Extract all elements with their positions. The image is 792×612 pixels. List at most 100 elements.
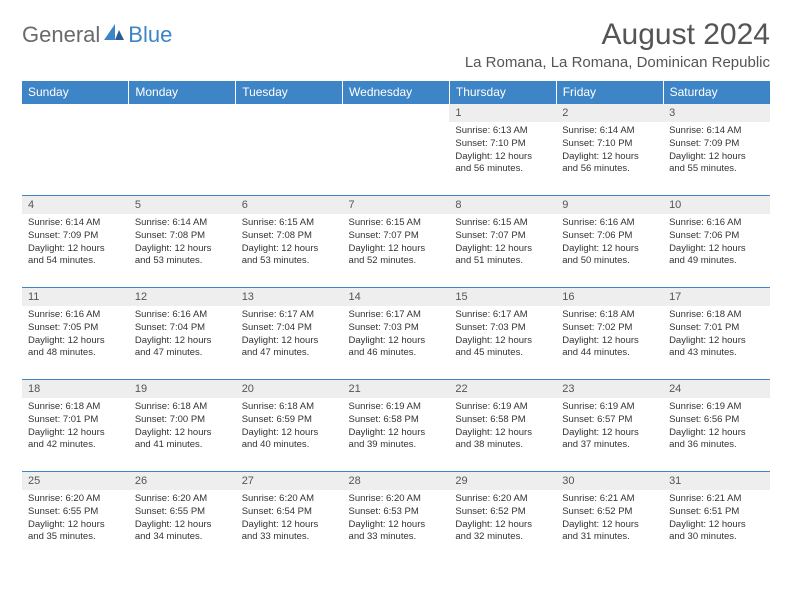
sunset-text: Sunset: 7:06 PM — [562, 230, 657, 243]
day-content: Sunrise: 6:19 AMSunset: 6:58 PMDaylight:… — [449, 398, 556, 456]
day-number: 30 — [556, 472, 663, 490]
sunset-text: Sunset: 7:03 PM — [455, 322, 550, 335]
day-header: Thursday — [449, 81, 556, 104]
daylight-text: Daylight: 12 hours and 52 minutes. — [349, 243, 444, 269]
sunrise-text: Sunrise: 6:14 AM — [135, 217, 230, 230]
calendar-week-row: 18Sunrise: 6:18 AMSunset: 7:01 PMDayligh… — [22, 380, 770, 472]
day-number: 25 — [22, 472, 129, 490]
sunset-text: Sunset: 6:56 PM — [669, 414, 764, 427]
day-number: 20 — [236, 380, 343, 398]
calendar-day-cell: 25Sunrise: 6:20 AMSunset: 6:55 PMDayligh… — [22, 472, 129, 564]
title-block: August 2024 La Romana, La Romana, Domini… — [465, 18, 770, 71]
day-content: Sunrise: 6:20 AMSunset: 6:55 PMDaylight:… — [129, 490, 236, 548]
sunrise-text: Sunrise: 6:21 AM — [669, 493, 764, 506]
calendar-day-cell: 13Sunrise: 6:17 AMSunset: 7:04 PMDayligh… — [236, 288, 343, 380]
day-number: 22 — [449, 380, 556, 398]
day-number: 24 — [663, 380, 770, 398]
sunset-text: Sunset: 7:01 PM — [669, 322, 764, 335]
calendar-day-cell: 10Sunrise: 6:16 AMSunset: 7:06 PMDayligh… — [663, 196, 770, 288]
sunrise-text: Sunrise: 6:15 AM — [349, 217, 444, 230]
day-content: Sunrise: 6:16 AMSunset: 7:06 PMDaylight:… — [556, 214, 663, 272]
daylight-text: Daylight: 12 hours and 36 minutes. — [669, 427, 764, 453]
day-content: Sunrise: 6:16 AMSunset: 7:05 PMDaylight:… — [22, 306, 129, 364]
calendar-day-cell: 22Sunrise: 6:19 AMSunset: 6:58 PMDayligh… — [449, 380, 556, 472]
brand-mark-icon — [104, 24, 126, 47]
day-content: Sunrise: 6:20 AMSunset: 6:52 PMDaylight:… — [449, 490, 556, 548]
calendar-day-cell: 3Sunrise: 6:14 AMSunset: 7:09 PMDaylight… — [663, 104, 770, 196]
day-number: 13 — [236, 288, 343, 306]
daylight-text: Daylight: 12 hours and 35 minutes. — [28, 519, 123, 545]
day-content: Sunrise: 6:15 AMSunset: 7:07 PMDaylight:… — [343, 214, 450, 272]
day-number: 6 — [236, 196, 343, 214]
sunrise-text: Sunrise: 6:20 AM — [28, 493, 123, 506]
day-content: Sunrise: 6:19 AMSunset: 6:56 PMDaylight:… — [663, 398, 770, 456]
day-number: 28 — [343, 472, 450, 490]
calendar-day-cell — [343, 104, 450, 196]
sunrise-text: Sunrise: 6:17 AM — [455, 309, 550, 322]
calendar-week-row: 25Sunrise: 6:20 AMSunset: 6:55 PMDayligh… — [22, 472, 770, 564]
month-title: August 2024 — [465, 18, 770, 52]
daylight-text: Daylight: 12 hours and 33 minutes. — [242, 519, 337, 545]
sunset-text: Sunset: 7:04 PM — [135, 322, 230, 335]
sunset-text: Sunset: 6:55 PM — [135, 506, 230, 519]
sunset-text: Sunset: 6:58 PM — [349, 414, 444, 427]
calendar-day-cell: 27Sunrise: 6:20 AMSunset: 6:54 PMDayligh… — [236, 472, 343, 564]
sunset-text: Sunset: 6:53 PM — [349, 506, 444, 519]
sunset-text: Sunset: 7:04 PM — [242, 322, 337, 335]
day-number: 8 — [449, 196, 556, 214]
sunrise-text: Sunrise: 6:16 AM — [669, 217, 764, 230]
daylight-text: Daylight: 12 hours and 30 minutes. — [669, 519, 764, 545]
calendar-day-cell: 31Sunrise: 6:21 AMSunset: 6:51 PMDayligh… — [663, 472, 770, 564]
day-number: 21 — [343, 380, 450, 398]
calendar-day-cell: 6Sunrise: 6:15 AMSunset: 7:08 PMDaylight… — [236, 196, 343, 288]
daylight-text: Daylight: 12 hours and 40 minutes. — [242, 427, 337, 453]
daylight-text: Daylight: 12 hours and 50 minutes. — [562, 243, 657, 269]
daylight-text: Daylight: 12 hours and 49 minutes. — [669, 243, 764, 269]
day-content: Sunrise: 6:20 AMSunset: 6:53 PMDaylight:… — [343, 490, 450, 548]
day-number: 19 — [129, 380, 236, 398]
brand-logo: General Blue — [22, 22, 172, 48]
day-content: Sunrise: 6:17 AMSunset: 7:03 PMDaylight:… — [343, 306, 450, 364]
calendar-day-cell: 17Sunrise: 6:18 AMSunset: 7:01 PMDayligh… — [663, 288, 770, 380]
calendar-day-cell: 23Sunrise: 6:19 AMSunset: 6:57 PMDayligh… — [556, 380, 663, 472]
sunrise-text: Sunrise: 6:20 AM — [455, 493, 550, 506]
sunrise-text: Sunrise: 6:18 AM — [242, 401, 337, 414]
day-header: Monday — [129, 81, 236, 104]
calendar-day-cell: 7Sunrise: 6:15 AMSunset: 7:07 PMDaylight… — [343, 196, 450, 288]
sunrise-text: Sunrise: 6:16 AM — [562, 217, 657, 230]
daylight-text: Daylight: 12 hours and 42 minutes. — [28, 427, 123, 453]
day-content: Sunrise: 6:19 AMSunset: 6:57 PMDaylight:… — [556, 398, 663, 456]
calendar-day-cell — [236, 104, 343, 196]
day-header: Sunday — [22, 81, 129, 104]
daylight-text: Daylight: 12 hours and 44 minutes. — [562, 335, 657, 361]
day-content: Sunrise: 6:20 AMSunset: 6:54 PMDaylight:… — [236, 490, 343, 548]
calendar-day-cell: 21Sunrise: 6:19 AMSunset: 6:58 PMDayligh… — [343, 380, 450, 472]
daylight-text: Daylight: 12 hours and 47 minutes. — [135, 335, 230, 361]
day-content: Sunrise: 6:14 AMSunset: 7:10 PMDaylight:… — [556, 122, 663, 180]
sunset-text: Sunset: 7:02 PM — [562, 322, 657, 335]
daylight-text: Daylight: 12 hours and 41 minutes. — [135, 427, 230, 453]
sunset-text: Sunset: 7:01 PM — [28, 414, 123, 427]
sunrise-text: Sunrise: 6:15 AM — [455, 217, 550, 230]
calendar-table: Sunday Monday Tuesday Wednesday Thursday… — [22, 81, 770, 564]
day-number: 31 — [663, 472, 770, 490]
daylight-text: Daylight: 12 hours and 56 minutes. — [562, 151, 657, 177]
daylight-text: Daylight: 12 hours and 37 minutes. — [562, 427, 657, 453]
sunrise-text: Sunrise: 6:14 AM — [28, 217, 123, 230]
daylight-text: Daylight: 12 hours and 51 minutes. — [455, 243, 550, 269]
calendar-day-cell — [22, 104, 129, 196]
day-content: Sunrise: 6:18 AMSunset: 7:00 PMDaylight:… — [129, 398, 236, 456]
sunset-text: Sunset: 6:58 PM — [455, 414, 550, 427]
daylight-text: Daylight: 12 hours and 38 minutes. — [455, 427, 550, 453]
calendar-day-cell — [129, 104, 236, 196]
calendar-day-cell: 15Sunrise: 6:17 AMSunset: 7:03 PMDayligh… — [449, 288, 556, 380]
sunset-text: Sunset: 7:09 PM — [669, 138, 764, 151]
day-header: Tuesday — [236, 81, 343, 104]
sunrise-text: Sunrise: 6:13 AM — [455, 125, 550, 138]
sunrise-text: Sunrise: 6:15 AM — [242, 217, 337, 230]
sunrise-text: Sunrise: 6:14 AM — [562, 125, 657, 138]
calendar-body: 1Sunrise: 6:13 AMSunset: 7:10 PMDaylight… — [22, 104, 770, 564]
calendar-day-cell: 26Sunrise: 6:20 AMSunset: 6:55 PMDayligh… — [129, 472, 236, 564]
sunset-text: Sunset: 7:00 PM — [135, 414, 230, 427]
calendar-day-cell: 14Sunrise: 6:17 AMSunset: 7:03 PMDayligh… — [343, 288, 450, 380]
